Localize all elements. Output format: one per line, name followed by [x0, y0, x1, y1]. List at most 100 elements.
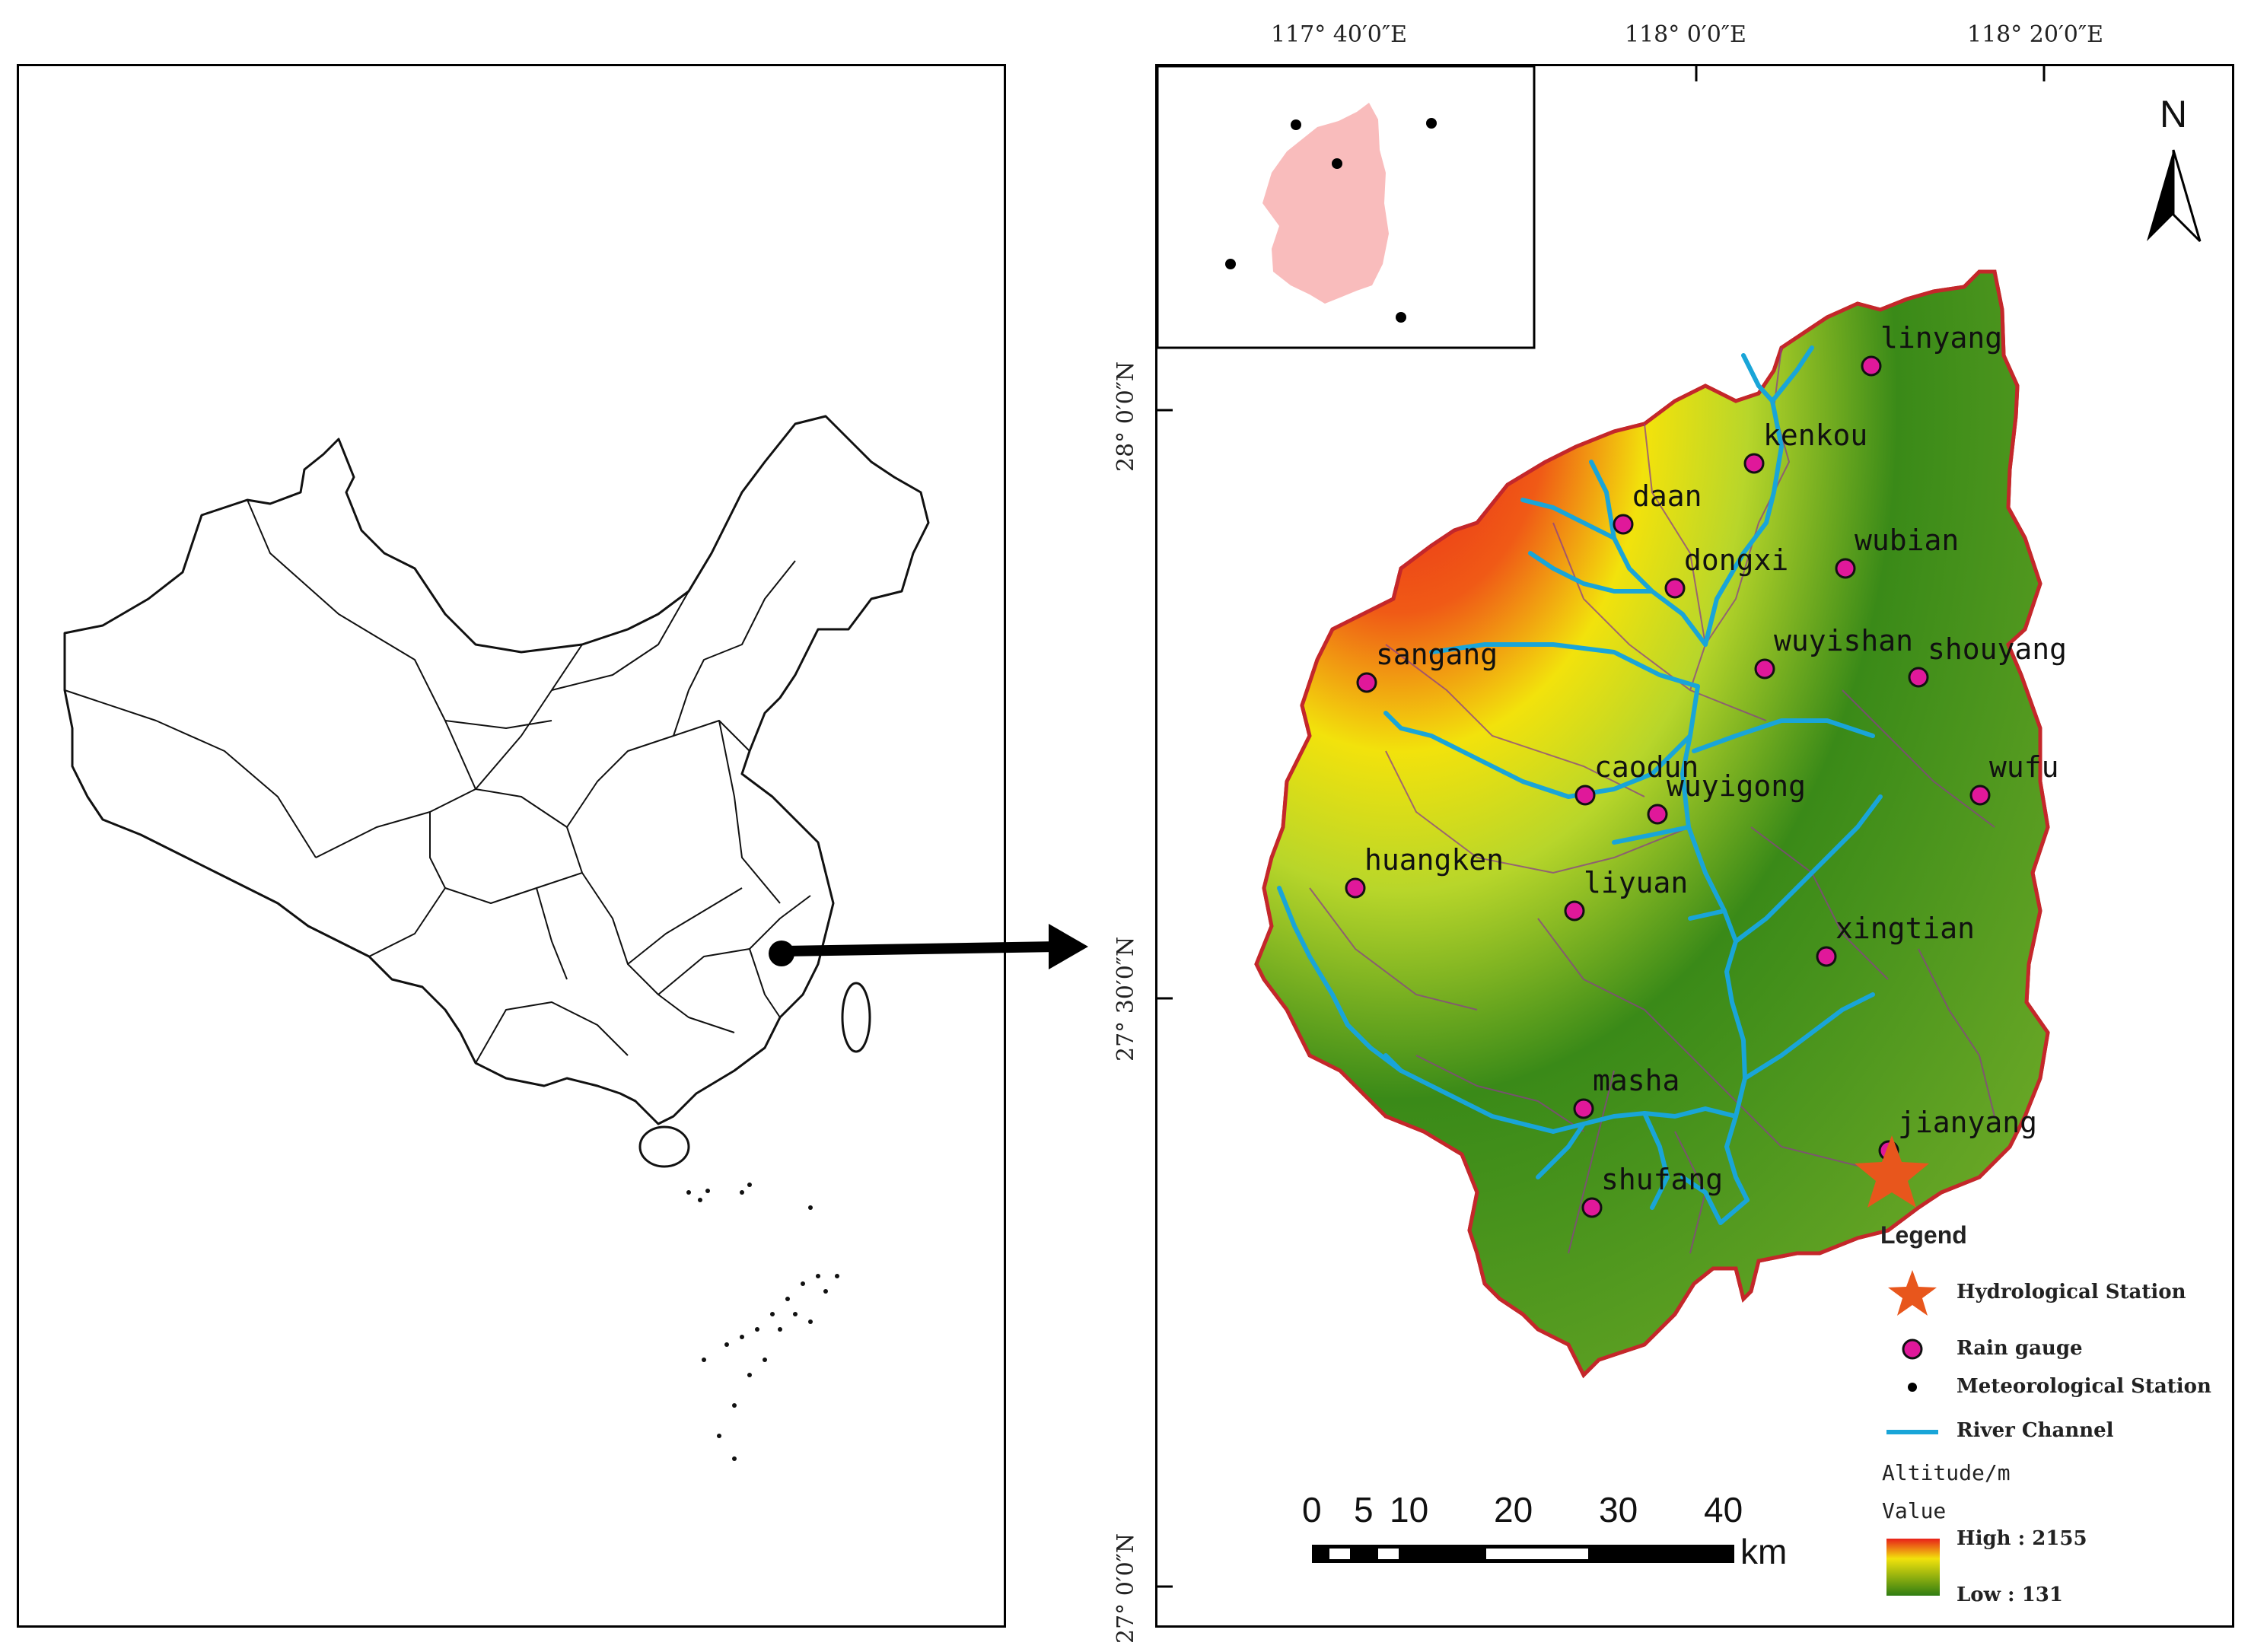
scale-tick-10: 10: [1390, 1490, 1429, 1529]
legend-altitude-title: Altitude/m: [1882, 1460, 2011, 1485]
station-label-shouyang: shouyang: [1928, 632, 2067, 666]
hydrological-station-star: [1855, 1135, 1929, 1208]
station-label-shufang: shufang: [1601, 1163, 1723, 1196]
hainan-island: [638, 1125, 690, 1168]
taiwan-island: [841, 982, 871, 1053]
river-branch: [1536, 1122, 1586, 1179]
rain-gauge-xingtian: [1816, 946, 1837, 967]
rain-gauge-liyuan: [1564, 900, 1585, 921]
rain-gauge-huangken: [1345, 877, 1366, 899]
north-arrow: N: [2147, 93, 2202, 243]
station-label-kenkou: kenkou: [1763, 419, 1867, 452]
legend-river-label: River Channel: [1956, 1419, 2114, 1442]
river-branch: [1589, 460, 1708, 647]
river-branch: [1429, 642, 1700, 689]
basin-map-svg: N linyang kenkou daan dongxi wubian wuyishan s…: [1157, 66, 2202, 1596]
river-branch: [1612, 825, 1691, 845]
lon-label-1: 117° 40′0″E: [1271, 21, 1407, 48]
station-label-jianyang: jianyang: [1898, 1106, 2037, 1139]
meteorological-station-3: [1332, 158, 1342, 169]
station-label-xingtian: xingtian: [1836, 912, 1975, 945]
river-branch: [1528, 551, 1654, 594]
station-label-wuyishan: wuyishan: [1774, 624, 1913, 657]
rain-gauge-shouyang: [1908, 667, 1929, 688]
lat-label-1: 28° 0′0″N: [1113, 361, 1139, 472]
china-outline: [63, 415, 930, 1125]
legend-title: Legend: [1880, 1221, 1967, 1249]
basin-map-panel: N linyang kenkou daan dongxi wubian wuyishan s…: [1155, 64, 2234, 1628]
rain-gauge-sangang: [1356, 672, 1377, 693]
rain-gauge-masha: [1573, 1098, 1594, 1119]
china-overview-map: [17, 64, 1006, 1628]
scale-bar: [1312, 1545, 1734, 1563]
rain-gauge-caodun: [1574, 785, 1596, 806]
meteorological-station-5: [1396, 312, 1406, 323]
river-branch: [1383, 711, 1692, 799]
rain-gauge-wuyigong: [1647, 804, 1668, 825]
scale-tick-5: 5: [1354, 1490, 1374, 1529]
river-branch: [1743, 992, 1875, 1081]
rain-gauge-dongxi: [1664, 578, 1686, 599]
station-label-wubian: wubian: [1855, 524, 1959, 557]
legend-star-icon: [1888, 1270, 1937, 1316]
legend-high-label: High : 2155: [1956, 1527, 2087, 1550]
river-network: [1277, 345, 1883, 1225]
lat-label-3: 27° 0′0″N: [1113, 1533, 1139, 1644]
scale-tick-20: 20: [1494, 1490, 1533, 1529]
legend-low-label: Low : 131: [1956, 1584, 2063, 1606]
rain-gauge-wufu: [1969, 785, 1991, 806]
station-label-dongxi: dongxi: [1684, 543, 1788, 577]
rain-gauge-kenkou: [1743, 453, 1765, 474]
river-branch: [1520, 498, 1616, 540]
lon-label-2: 118° 0′0″E: [1625, 21, 1746, 48]
legend-met-label: Meteorological Station: [1956, 1375, 2211, 1398]
north-arrow-letter: N: [2160, 93, 2187, 135]
station-label-liyuan: liyuan: [1584, 866, 1688, 899]
river-branch: [1277, 886, 1555, 1134]
rain-gauge-wubian: [1835, 558, 1856, 579]
rain-gauge-daan: [1613, 514, 1634, 535]
station-label-sangang: sangang: [1376, 638, 1498, 671]
station-label-daan: daan: [1632, 479, 1702, 513]
river-branch: [1692, 718, 1875, 753]
scale-tick-30: 30: [1599, 1490, 1638, 1529]
river-branch: [1703, 353, 1784, 647]
legend-met-station-icon: [1908, 1383, 1917, 1392]
station-label-wuyigong: wuyigong: [1667, 769, 1806, 803]
legend: [1886, 1270, 1940, 1596]
river-branch: [1770, 345, 1814, 403]
rain-gauge-linyang: [1861, 355, 1882, 377]
rain-gauge-shufang: [1581, 1197, 1603, 1218]
river-branch: [1642, 1111, 1670, 1210]
station-label-masha: masha: [1593, 1064, 1679, 1097]
river-branch: [1734, 794, 1883, 944]
inset-basin-shape: [1262, 103, 1389, 304]
study-area-marker: [769, 941, 794, 966]
legend-rain-gauge-icon: [1902, 1338, 1923, 1360]
china-outline-svg: [63, 415, 930, 1461]
lon-label-3: 118° 20′0″E: [1967, 21, 2103, 48]
scale-tick-0: 0: [1302, 1490, 1322, 1529]
legend-hydro-label: Hydrological Station: [1956, 1281, 2186, 1303]
station-label-caodun: caodun: [1594, 750, 1699, 784]
rain-gauge-layer: linyang kenkou daan dongxi wubian wuyishan sho…: [1345, 321, 2067, 1218]
station-label-wufu: wufu: [1989, 750, 2059, 784]
river-branch: [1680, 1175, 1750, 1225]
scale-unit: km: [1740, 1532, 1788, 1571]
river-branch: [1383, 1053, 1403, 1073]
legend-altitude-gradient: [1886, 1539, 1940, 1596]
lat-label-2: 27° 30′0″N: [1113, 936, 1139, 1062]
legend-value-label: Value: [1882, 1498, 1947, 1523]
legend-rain-label: Rain gauge: [1956, 1337, 2083, 1360]
river-branch: [1688, 909, 1727, 921]
river-main: [1680, 684, 1750, 1202]
station-label-huangken: huangken: [1364, 843, 1504, 877]
meteorological-station-4: [1225, 259, 1236, 269]
sub-basin-boundaries: [1309, 347, 1995, 1254]
rain-gauge-wuyishan: [1754, 658, 1775, 680]
inset-map: [1157, 66, 1536, 349]
station-label-linyang: linyang: [1880, 321, 2002, 355]
south-china-sea-islands: [686, 1183, 839, 1461]
meteorological-station-1: [1291, 119, 1301, 130]
scale-tick-40: 40: [1704, 1490, 1743, 1529]
